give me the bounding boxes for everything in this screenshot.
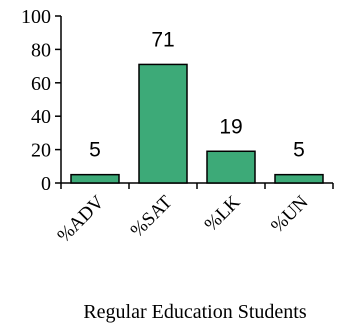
chart-bars [70, 63, 324, 184]
category-labels: %ADV %SAT %LK %UN [53, 191, 312, 246]
chart-axes [55, 15, 334, 189]
y-tick-label: 100 [21, 6, 51, 28]
data-label: 5 [293, 139, 305, 162]
y-tick-label: 20 [31, 140, 51, 162]
y-tick-label: 80 [31, 39, 51, 61]
x-axis-title: Regular Education Students [83, 301, 307, 323]
data-label: 19 [219, 115, 242, 138]
bar [138, 63, 188, 184]
category-label: %LK [201, 191, 245, 235]
bar [274, 173, 324, 184]
bar [206, 150, 256, 184]
y-tick-label: 40 [31, 106, 51, 128]
data-label: 5 [89, 139, 101, 162]
y-tick-label: 0 [41, 173, 51, 195]
data-label: 71 [151, 28, 174, 51]
category-label: %ADV [53, 191, 108, 246]
y-tick-labels: 0 20 40 60 80 100 [21, 6, 51, 195]
y-tick-label: 60 [31, 73, 51, 95]
data-labels: 5 71 19 5 [89, 28, 305, 161]
category-label: %UN [267, 191, 313, 237]
bar [70, 173, 120, 184]
category-label: %SAT [127, 191, 177, 241]
